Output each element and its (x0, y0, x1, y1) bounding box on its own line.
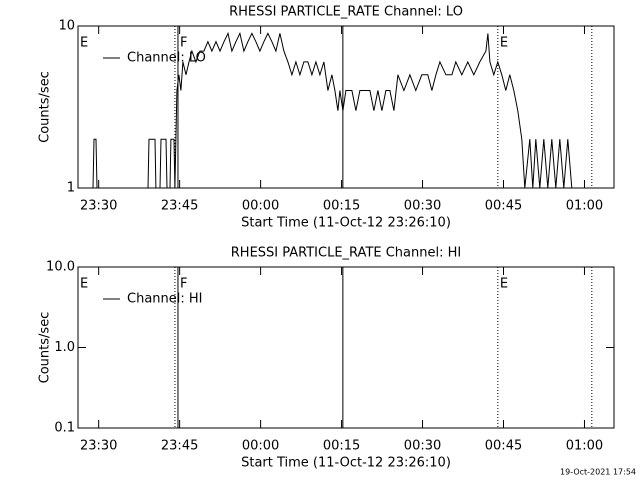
flag-label: E (80, 277, 88, 292)
x-tick-label: 23:30 (80, 439, 117, 454)
flag-label: E (500, 36, 508, 51)
data-line (78, 31, 576, 189)
legend-label: Channel: HI (127, 292, 203, 307)
y-tick-label: 10 (58, 19, 75, 34)
x-axis-label: Start Time (11-Oct-12 23:26:10) (241, 456, 451, 471)
flag-label: E (80, 36, 88, 51)
x-tick-label: 00:15 (323, 199, 360, 214)
x-tick-label: 23:45 (161, 439, 198, 454)
x-tick-label: 00:00 (242, 199, 279, 214)
x-axis-label: Start Time (11-Oct-12 23:26:10) (241, 216, 451, 231)
flag-label: F (180, 36, 187, 51)
x-tick-label: 00:30 (404, 199, 441, 214)
chart-title: RHESSI PARTICLE_RATE Channel: HI (231, 246, 461, 261)
chart-title: RHESSI PARTICLE_RATE Channel: LO (229, 5, 463, 20)
y-tick-label: 1 (67, 181, 75, 196)
footer: 19-Oct-2021 17:54 (560, 468, 636, 477)
x-tick-label: 00:00 (242, 439, 279, 454)
x-tick-label: 00:15 (323, 439, 360, 454)
x-tick-label: 23:45 (161, 199, 198, 214)
x-tick-label: 00:45 (485, 199, 522, 214)
legend-label: Channel: LO (127, 51, 206, 66)
x-tick-label: 01:00 (566, 199, 603, 214)
flag-label: F (180, 277, 187, 292)
x-tick-label: 00:45 (485, 439, 522, 454)
y-axis-label: Counts/sec (38, 312, 53, 384)
x-tick-label: 01:00 (566, 439, 603, 454)
y-tick-label: 1.0 (54, 340, 75, 355)
x-tick-label: 23:30 (80, 199, 117, 214)
plot-frame (77, 25, 615, 189)
y-tick-label: 0.1 (54, 421, 75, 436)
flag-label: E (500, 277, 508, 292)
x-tick-label: 00:30 (404, 439, 441, 454)
y-tick-label: 10.0 (46, 260, 75, 275)
y-axis-label: Counts/sec (38, 71, 53, 143)
